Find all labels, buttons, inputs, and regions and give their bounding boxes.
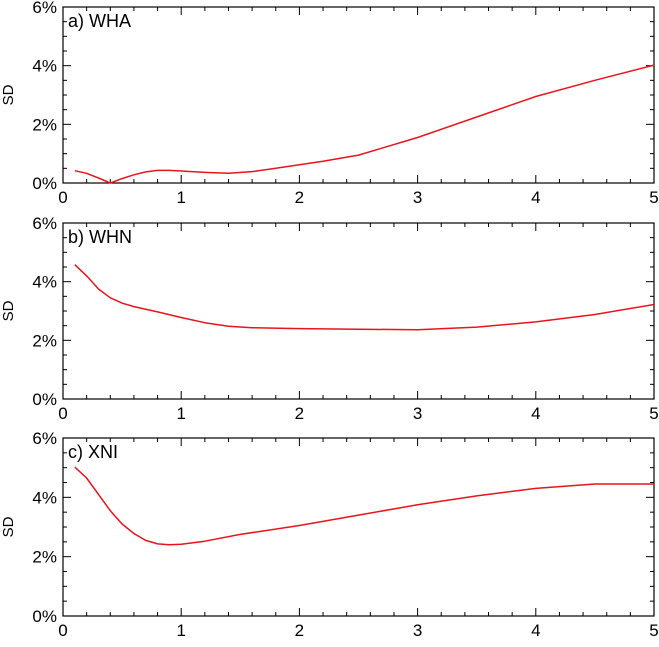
y-tick-label: 6% <box>32 429 57 448</box>
series-line-1 <box>74 264 655 331</box>
x-tick-label: 0 <box>58 188 67 207</box>
y-tick-label: 4% <box>32 273 57 292</box>
x-tick-label: 0 <box>58 621 67 640</box>
y-tick-label: 2% <box>32 331 57 350</box>
x-tick-label: 5 <box>649 188 658 207</box>
y-tick-label: 0% <box>32 390 57 409</box>
x-tick-label: 4 <box>531 621 540 640</box>
y-tick-label: 0% <box>32 174 57 193</box>
x-tick-label: 2 <box>295 404 304 423</box>
x-tick-label: 1 <box>176 404 185 423</box>
series-line-1 <box>74 64 655 184</box>
y-axis-label: SD <box>0 84 17 105</box>
x-tick-label: 1 <box>176 188 185 207</box>
x-tick-label: 3 <box>413 404 422 423</box>
y-axis-label: SD <box>0 516 17 537</box>
x-tick-label: 3 <box>413 188 422 207</box>
panel-2: 0 1 2 3 4 5 0% 2% 4% 6% SD b) WHN <box>0 214 659 423</box>
x-tick-label: 2 <box>295 621 304 640</box>
panel-title: a) WHA <box>68 11 131 31</box>
y-axis-label: SD <box>0 300 17 321</box>
x-tick-label: 2 <box>295 188 304 207</box>
x-tick-label: 4 <box>531 188 540 207</box>
x-tick-label: 5 <box>649 404 658 423</box>
y-tick-label: 4% <box>32 57 57 76</box>
x-tick-label: 5 <box>649 621 658 640</box>
x-tick-label: 1 <box>176 621 185 640</box>
y-tick-label: 6% <box>32 214 57 233</box>
series-line-1 <box>74 466 654 546</box>
y-tick-label: 2% <box>32 115 57 134</box>
y-tick-label: 6% <box>32 0 57 17</box>
x-tick-label: 3 <box>413 621 422 640</box>
y-tick-label: 0% <box>32 607 57 626</box>
panel-3: 0 1 2 3 4 5 0% 2% 4% 6% SD c) XNI <box>0 429 659 640</box>
panel-1: 0 1 2 3 4 5 0% 2% 4% 6% SD a) WHA <box>0 0 659 207</box>
panel-title: b) WHN <box>68 227 132 247</box>
y-tick-label: 2% <box>32 548 57 567</box>
y-tick-label: 4% <box>32 488 57 507</box>
plot-frame <box>62 6 655 184</box>
x-tick-label: 4 <box>531 404 540 423</box>
plot-frame <box>62 437 655 617</box>
panel-title: c) XNI <box>68 442 118 462</box>
x-tick-label: 0 <box>58 404 67 423</box>
